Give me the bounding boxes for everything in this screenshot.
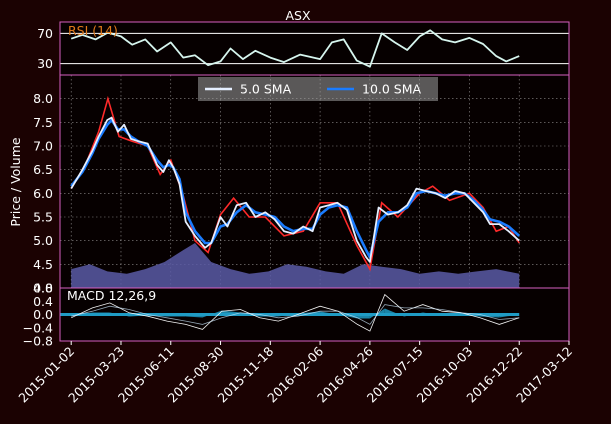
sma-line-group	[70, 116, 521, 263]
legend-label-5-sma: 5.0 SMA	[240, 82, 292, 97]
macd-signal-line	[71, 304, 520, 325]
price-y-axis-label: Price / Volume	[8, 137, 23, 226]
macd-y-tick-label: 0.4	[33, 294, 53, 309]
price-y-tick-label: 5.0	[33, 233, 53, 248]
macd-y-ticks: −0.8−0.40.00.40.8	[23, 281, 53, 349]
price-y-tick-label: 5.5	[33, 210, 53, 225]
sma-5-line	[70, 116, 520, 263]
price-y-tick-label: 6.0	[33, 186, 53, 201]
price-y-tick-label: 6.5	[33, 162, 53, 177]
price-panel: 4.5 5.0 5.5 6.0 6.5 7.0 7.5 8.0 4.0 Price / Volu…	[8, 74, 570, 296]
price-y-tick-label: 7.5	[33, 115, 53, 130]
legend-label-10-sma: 10.0 SMA	[362, 82, 422, 97]
rsi-y-tick-label: 70	[37, 26, 53, 41]
chart-title: ASX	[285, 8, 310, 23]
macd-line	[71, 293, 520, 332]
macd-annotation: MACD 12,26,9	[67, 288, 156, 303]
legend-box	[198, 77, 438, 101]
macd-panel: −0.8−0.40.00.40.8 MACD 12,26,9	[23, 281, 570, 349]
macd-y-tick-label: −0.4	[23, 320, 53, 335]
rsi-panel: 30 70 RSI (14) ASX	[37, 8, 570, 76]
rsi-y-tick-label: 30	[37, 56, 53, 71]
macd-y-tick-label: −0.8	[23, 334, 53, 349]
volume-area	[71, 243, 520, 288]
rsi-y-ticks: 30 70	[37, 26, 53, 71]
macd-y-tick-label: 0.8	[33, 281, 53, 296]
price-panel-bg	[60, 75, 569, 288]
volume-area-group	[71, 243, 520, 288]
macd-y-tick-label: 0.0	[33, 307, 53, 322]
price-y-ticks: 4.5 5.0 5.5 6.0 6.5 7.0 7.5 8.0 4.0	[33, 91, 53, 295]
rsi-line	[70, 29, 520, 68]
macd-panel-frame	[59, 287, 570, 342]
price-y-tick-label: 4.0	[33, 281, 53, 296]
macd-line-group	[71, 293, 520, 332]
rsi-annotation: RSI (14)	[68, 23, 118, 38]
price-y-tick-label: 8.0	[33, 91, 53, 106]
rsi-panel-bg	[60, 22, 569, 75]
rsi-reference-lines	[60, 32, 569, 65]
price-y-tick-label: 7.0	[33, 139, 53, 154]
price-y-tick-label: 4.5	[33, 257, 53, 272]
rsi-line-group	[70, 29, 520, 68]
legend: 5.0 SMA 10.0 SMA	[198, 77, 438, 101]
